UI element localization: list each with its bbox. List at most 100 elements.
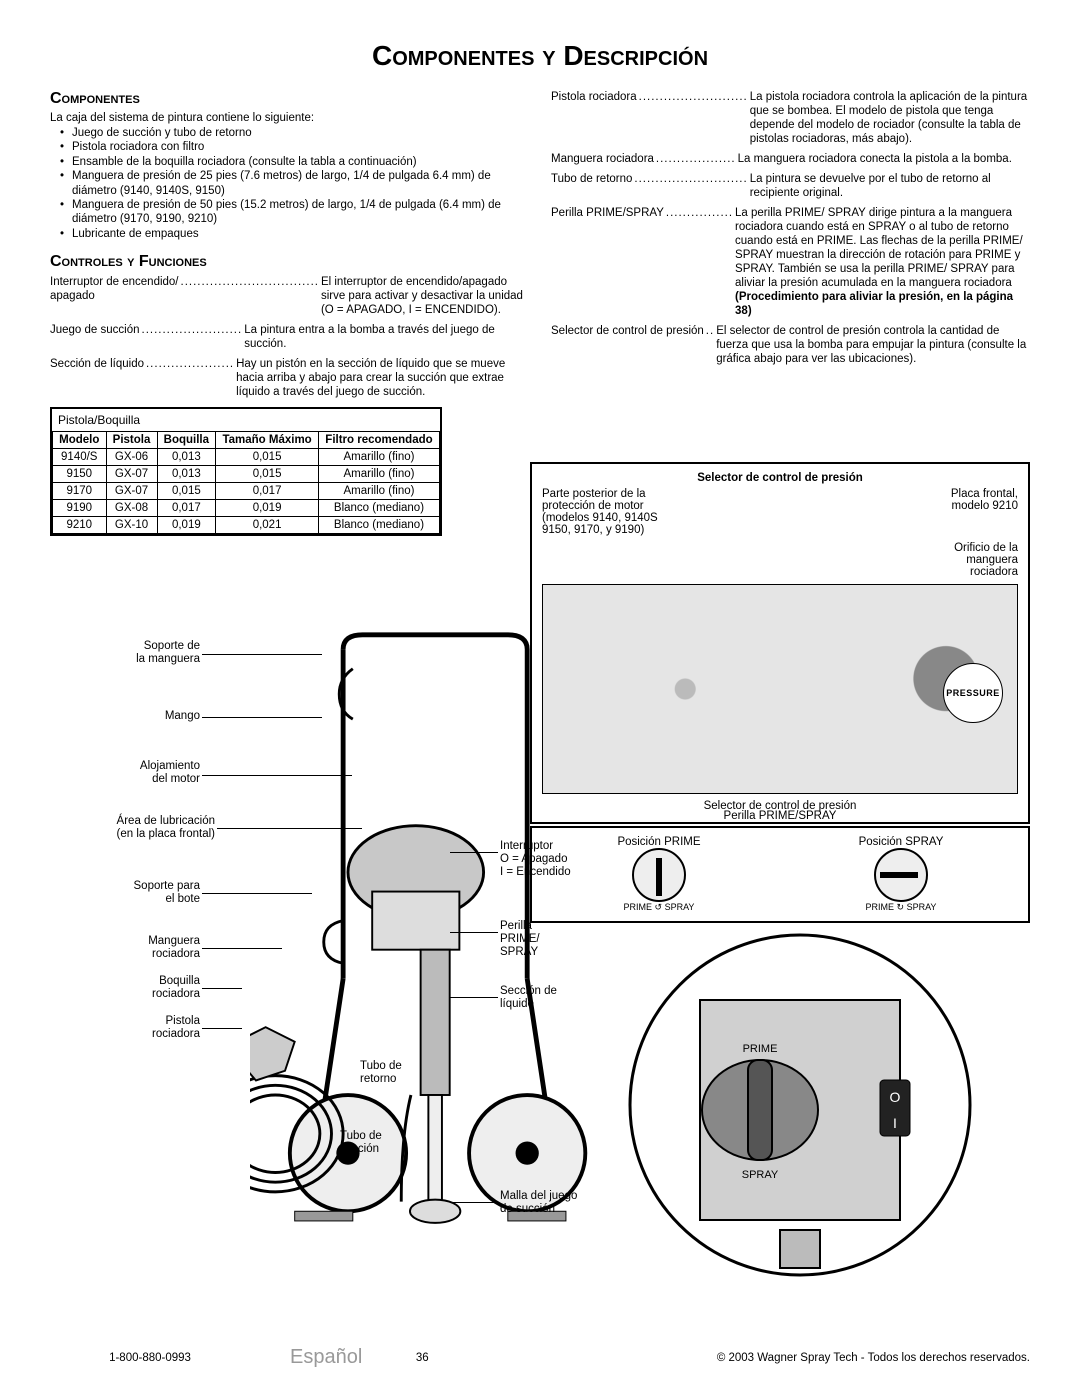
th-gun: Pistola <box>106 432 157 449</box>
cell: 0,017 <box>157 500 216 517</box>
controls-heading: Controles y Funciones <box>50 253 529 271</box>
def-body: El interruptor de encendido/apagado sirv… <box>321 275 529 317</box>
label-prime-knob: Perilla PRIME/ SPRAY <box>500 920 620 960</box>
list-item: Pistola rociadora con filtro <box>60 140 529 154</box>
footer-page-number: 36 <box>402 1352 442 1364</box>
def-term: Interruptor de encendido/ apagado <box>50 275 179 317</box>
list-item: Ensamble de la boquilla rociadora (consu… <box>60 155 529 169</box>
cell: 0,015 <box>157 483 216 500</box>
cell: 0,013 <box>157 466 216 483</box>
cell: Blanco (mediano) <box>318 500 439 517</box>
th-max: Tamaño Máximo <box>216 432 319 449</box>
label-return-tube: Tubo de retorno <box>360 1060 460 1086</box>
cell: 0,019 <box>157 517 216 534</box>
cell: GX-06 <box>106 449 157 466</box>
list-item: Manguera de presión de 50 pies (15.2 met… <box>60 198 529 227</box>
table-row: 9190GX-080,0170,019Blanco (mediano) <box>53 500 440 517</box>
def-body: La pistola rociadora controla la aplicac… <box>750 90 1030 146</box>
def-dots: ................ <box>664 206 735 318</box>
label-spray-tip: Boquilla rociadora <box>50 975 200 1001</box>
cell: GX-07 <box>106 466 157 483</box>
list-item: Juego de succión y tubo de retorno <box>60 126 529 140</box>
label-lube-area: Área de lubricación (en la placa frontal… <box>50 815 215 841</box>
label-handle: Mango <box>50 710 200 723</box>
def-row: Sección de líquido .....................… <box>50 357 529 399</box>
def-body: La manguera rociadora conecta la pistola… <box>738 152 1030 166</box>
footer-copyright: © 2003 Wagner Spray Tech - Todos los der… <box>442 1352 1030 1364</box>
cell: GX-08 <box>106 500 157 517</box>
th-tip: Boquilla <box>157 432 216 449</box>
label-spray-gun: Pistola rociadora <box>50 1015 200 1041</box>
def-row: Selector de control de presión .. El sel… <box>551 324 1030 366</box>
def-body: La perilla PRIME/ SPRAY dirige pintura a… <box>735 206 1030 318</box>
def-row: Interruptor de encendido/ apagado ......… <box>50 275 529 317</box>
def-term: Selector de control de presión <box>551 324 704 366</box>
components-heading: Componentes <box>50 90 529 108</box>
def-body: El selector de control de presión contro… <box>716 324 1030 366</box>
pressure-title: Selector de control de presión <box>542 472 1018 484</box>
cell: 0,021 <box>216 517 319 534</box>
th-filter: Filtro recomendado <box>318 432 439 449</box>
footer-language: Español <box>290 1346 362 1369</box>
def-body: La pintura se devuelve por el tubo de re… <box>750 172 1030 200</box>
main-diagram: Soporte de la manguera Mango Alojamiento… <box>50 620 1030 1300</box>
def-term: Tubo de retorno <box>551 172 632 200</box>
gun-tip-table: Pistola/Boquilla Modelo Pistola Boquilla… <box>50 407 442 536</box>
def-row: Pistola rociadora ......................… <box>551 90 1030 146</box>
table-row: 9150GX-070,0130,015Amarillo (fino) <box>53 466 440 483</box>
def-term: Pistola rociadora <box>551 90 637 146</box>
pressure-mid-label: Orificio de la manguera rociadora <box>542 542 1018 578</box>
cell: 9140/S <box>53 449 107 466</box>
def-term: Perilla PRIME/SPRAY <box>551 206 664 318</box>
def-dots: ..................... <box>144 357 236 399</box>
def-row: Juego de succión .......................… <box>50 323 529 351</box>
cell: 0,015 <box>216 466 319 483</box>
th-model: Modelo <box>53 432 107 449</box>
left-column: Componentes La caja del sistema de pintu… <box>50 90 529 536</box>
label-spray-hose: Manguera rociadora <box>50 935 200 961</box>
label-hose-support: Soporte de la manguera <box>50 640 200 666</box>
def-term: Juego de succión <box>50 323 140 351</box>
label-pail-hook: Soporte para el bote <box>50 880 200 906</box>
label-fluid-section: Sección de líquido <box>500 985 620 1011</box>
components-intro: La caja del sistema de pintura contiene … <box>50 112 529 124</box>
pressure-left-label: Parte posterior de la protección de moto… <box>542 488 658 536</box>
table-row: 9140/SGX-060,0130,015Amarillo (fino) <box>53 449 440 466</box>
def-term: Sección de líquido <box>50 357 144 399</box>
cell: 0,017 <box>216 483 319 500</box>
def-row: Manguera rociadora ................... L… <box>551 152 1030 166</box>
def-body: Hay un pistón en la sección de líquido q… <box>236 357 529 399</box>
def-body-text: La perilla PRIME/ SPRAY dirige pintura a… <box>735 207 1023 289</box>
cell: 0,013 <box>157 449 216 466</box>
def-term: Manguera rociadora <box>551 152 654 166</box>
def-dots: ........................ <box>140 323 245 351</box>
cell: 0,015 <box>216 449 319 466</box>
cell: Amarillo (fino) <box>318 449 439 466</box>
cell: Amarillo (fino) <box>318 466 439 483</box>
list-item: Lubricante de empaques <box>60 227 529 241</box>
def-dots: ........................... <box>632 172 749 200</box>
page-title: Componentes y Descripción <box>50 40 1030 72</box>
cell: GX-07 <box>106 483 157 500</box>
label-switch: Interruptor O = Apagado I = Encendido <box>500 840 640 880</box>
cell: Blanco (mediano) <box>318 517 439 534</box>
def-body-bold: (Procedimiento para aliviar la presión, … <box>735 291 1013 317</box>
def-dots: ................... <box>654 152 738 166</box>
cell: 9170 <box>53 483 107 500</box>
page-footer: 1-800-880-0993 Español 36 © 2003 Wagner … <box>50 1346 1030 1369</box>
cell: 9210 <box>53 517 107 534</box>
cell: 9150 <box>53 466 107 483</box>
components-list: Juego de succión y tubo de retorno Pisto… <box>50 126 529 241</box>
def-row: Tubo de retorno ........................… <box>551 172 1030 200</box>
def-dots: .. <box>704 324 716 366</box>
table-caption: Pistola/Boquilla <box>52 409 440 431</box>
cell: 0,019 <box>216 500 319 517</box>
list-item: Manguera de presión de 25 pies (7.6 metr… <box>60 169 529 198</box>
label-suction-screen: Malla del juego de succión <box>500 1190 640 1216</box>
cell: Amarillo (fino) <box>318 483 439 500</box>
label-motor-housing: Alojamiento del motor <box>50 760 200 786</box>
cell: 9190 <box>53 500 107 517</box>
label-suction-tube: Tubo de succión <box>340 1130 440 1156</box>
footer-phone: 1-800-880-0993 <box>50 1352 250 1364</box>
table-body: 9140/SGX-060,0130,015Amarillo (fino) 915… <box>53 449 440 534</box>
